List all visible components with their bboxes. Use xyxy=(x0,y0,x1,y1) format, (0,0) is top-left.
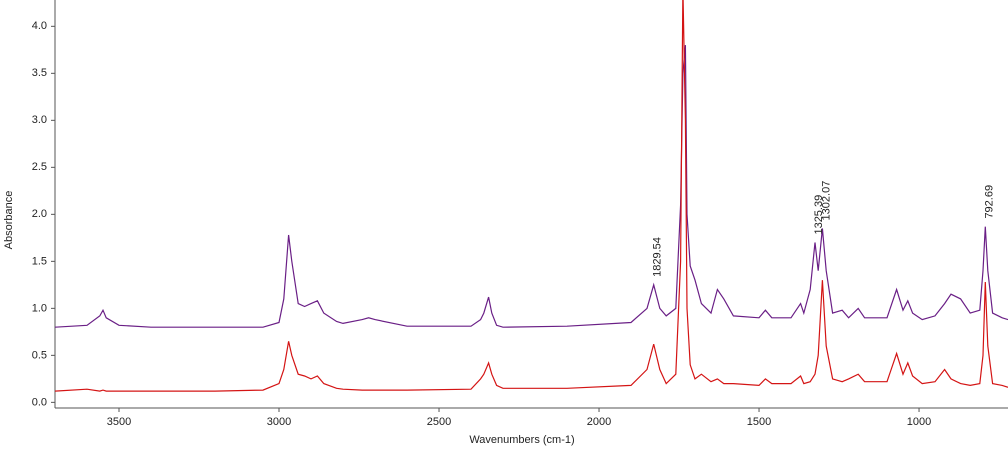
peak-label: 1302.07 xyxy=(820,181,832,221)
x-tick-label: 1000 xyxy=(907,416,931,428)
y-tick-label: 2.0 xyxy=(32,208,47,220)
x-tick-label: 3500 xyxy=(107,416,131,428)
y-axis-title: Absorbance xyxy=(3,191,15,250)
y-tick-label: 3.0 xyxy=(32,114,47,126)
y-tick-label: 0.5 xyxy=(32,349,47,361)
y-tick-label: 0.0 xyxy=(32,396,47,408)
spectrum-line xyxy=(55,0,1008,392)
x-tick-label: 2000 xyxy=(587,416,611,428)
x-tick-label: 1500 xyxy=(747,416,771,428)
y-tick-label: 3.5 xyxy=(32,67,47,79)
peak-label: 1325.39 xyxy=(813,195,825,235)
x-axis-title: Wavenumbers (cm-1) xyxy=(469,434,574,446)
x-tick-label: 3000 xyxy=(267,416,291,428)
y-tick-label: 2.5 xyxy=(32,161,47,173)
peak-label: 1829.54 xyxy=(651,237,663,277)
x-tick-label: 2500 xyxy=(427,416,451,428)
y-tick-label: 1.0 xyxy=(32,302,47,314)
spectrum-line xyxy=(55,45,1008,328)
y-tick-label: 1.5 xyxy=(32,255,47,267)
y-tick-label: 4.0 xyxy=(32,20,47,32)
peak-label: 792.69 xyxy=(983,185,995,219)
